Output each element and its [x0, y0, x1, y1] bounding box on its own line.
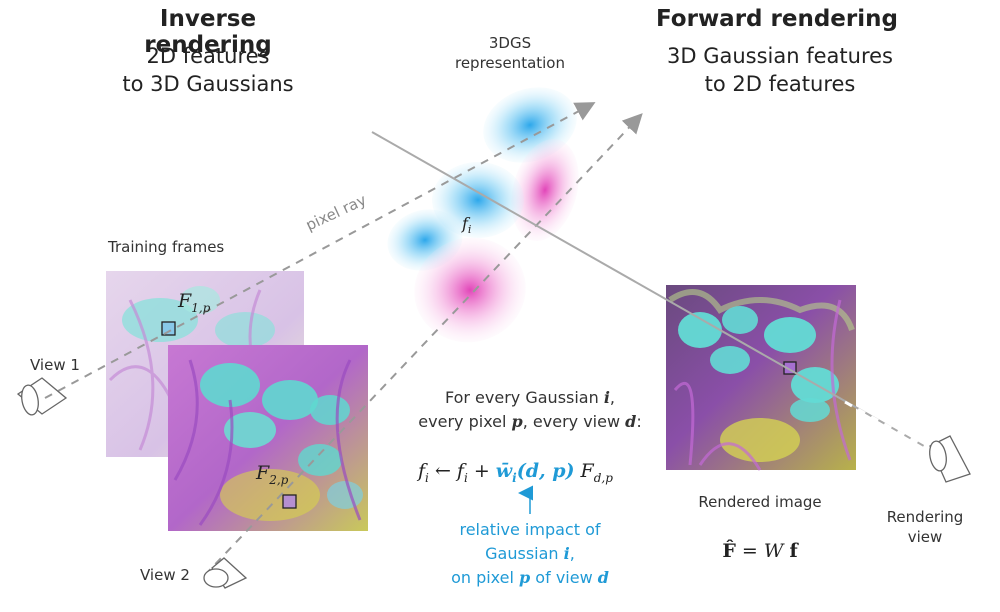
update-equation: fi ← fi + w̄i(d, p) Fd,p: [418, 460, 613, 485]
view2-ray: [204, 113, 643, 576]
gaussian-cluster: [387, 87, 579, 343]
annotation-line1: relative impact of: [459, 520, 601, 539]
view2-camera-icon: [203, 557, 248, 589]
rendering-camera-icon: [929, 435, 971, 483]
3dgs-label-line2: representation: [454, 54, 565, 72]
gaussian-feature-label: fi: [462, 214, 472, 237]
gaussian-blob: [511, 139, 579, 241]
3dgs-label-line1: 3DGS: [488, 34, 532, 52]
inverse-rendering-line2: to 3D Gaussians: [122, 72, 294, 96]
view1-label: View 1: [30, 356, 80, 374]
gaussian-blob: [414, 237, 526, 343]
view2-label: View 2: [140, 566, 190, 584]
training-frame-2: [168, 345, 368, 531]
frame1-feature-label: F1,p: [178, 290, 211, 315]
inverse-rendering-title: Inverse rendering: [144, 6, 272, 58]
inverse-rendering-line1: 2D features: [146, 44, 270, 68]
rendering-view-label-line1: Rendering: [886, 508, 964, 526]
caption-line1: For every Gaussian i,: [444, 388, 616, 407]
frame2-pixel-marker: [282, 494, 297, 509]
frame2-feature-label: F2,p: [256, 462, 289, 487]
view1-ray: [44, 102, 596, 399]
rendering-view-label-line2: view: [907, 528, 943, 546]
rendered-equation: F̂ = W f: [722, 540, 798, 562]
frame1-pixel-marker: [161, 321, 176, 336]
rendered-image: [666, 285, 856, 471]
forward-rendering-line2: to 2D features: [704, 72, 856, 96]
forward-rendering-line1: 3D Gaussian features: [667, 44, 893, 68]
rendered-image-label: Rendered image: [698, 493, 822, 511]
caption-line2: every pixel p, every view d:: [418, 412, 642, 431]
annotation-line3: on pixel p of view d: [451, 568, 609, 587]
view1-camera-icon: [16, 377, 68, 416]
forward-rendering-title: Forward rendering: [656, 6, 898, 32]
annotation-line2: Gaussian i,: [485, 544, 575, 563]
training-frames-label: Training frames: [108, 238, 225, 256]
